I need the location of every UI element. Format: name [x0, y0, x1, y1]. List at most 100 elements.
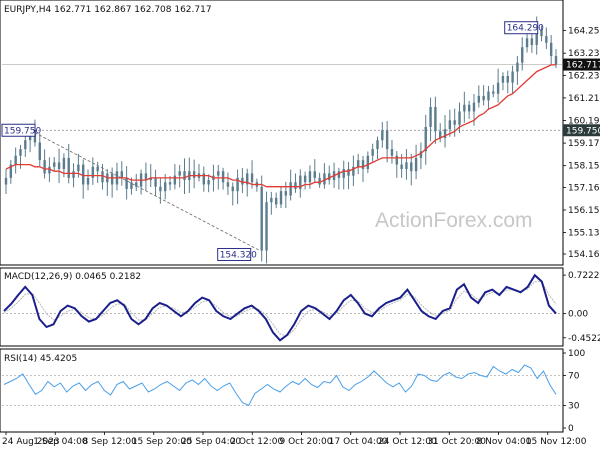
- candle-body: [516, 62, 519, 72]
- xtick-label: 24 Oct 12:00: [378, 437, 437, 447]
- candle: [424, 114, 427, 165]
- candle-body: [231, 186, 234, 192]
- candle-body: [318, 177, 321, 185]
- level-label-text: 159.750: [4, 126, 41, 136]
- rsi-ytick-label: 0: [568, 424, 574, 434]
- candle: [540, 25, 543, 42]
- xtick-label: 31 Oct 20:00: [427, 437, 486, 447]
- candle-body: [299, 175, 302, 189]
- candle-body: [356, 160, 360, 167]
- candle-body: [472, 102, 476, 112]
- candle: [149, 163, 152, 187]
- candle: [467, 100, 471, 119]
- candle: [270, 191, 273, 215]
- candle: [492, 84, 495, 98]
- rsi-ytick-label: 30: [568, 402, 580, 412]
- candle: [501, 72, 505, 91]
- candle-body: [453, 120, 456, 125]
- candle-body: [279, 191, 283, 205]
- candle: [463, 91, 466, 123]
- candle: [487, 85, 490, 110]
- candle: [347, 161, 350, 190]
- main-ytick-label: 158.150: [568, 162, 600, 172]
- candle: [366, 151, 370, 174]
- candle: [135, 173, 138, 192]
- candle-body: [77, 164, 80, 172]
- candle-body: [467, 104, 471, 112]
- candle: [328, 165, 331, 185]
- candle: [154, 169, 157, 196]
- candle: [434, 96, 437, 144]
- main-ytick-label: 156.150: [568, 206, 600, 216]
- candle: [419, 142, 423, 170]
- candle: [458, 102, 461, 133]
- candle-body: [525, 38, 529, 48]
- macd-ytick-label: -0.4522: [568, 334, 600, 344]
- candle: [110, 167, 114, 198]
- candle-body: [101, 171, 104, 183]
- low-label-text: 154.320: [220, 250, 257, 260]
- candle-body: [487, 91, 490, 101]
- candle-body: [511, 71, 514, 83]
- candle: [410, 153, 413, 186]
- candle-body: [144, 173, 148, 181]
- macd-panel: [0, 267, 564, 347]
- candle-body: [443, 129, 447, 138]
- candle-body: [424, 126, 427, 152]
- candle: [443, 115, 447, 148]
- candle: [390, 139, 394, 164]
- candle-body: [265, 202, 268, 251]
- candle: [231, 182, 234, 206]
- candle: [67, 144, 70, 184]
- candle: [274, 192, 278, 209]
- candle-body: [347, 169, 350, 176]
- candle-body: [405, 162, 408, 169]
- candle-body: [96, 166, 99, 172]
- candle-body: [323, 173, 326, 185]
- candle-body: [337, 171, 341, 178]
- candle-body: [14, 155, 17, 165]
- candle-body: [4, 177, 8, 185]
- candle-body: [130, 182, 133, 189]
- candle-body: [477, 95, 481, 103]
- candle: [183, 158, 186, 195]
- candle: [323, 163, 326, 189]
- main-layer: 164.290 154.320 159.750: [1, 16, 562, 264]
- candle-body: [91, 166, 95, 178]
- candle-body: [400, 164, 403, 169]
- candle: [38, 133, 41, 167]
- candle-body: [221, 171, 225, 183]
- xtick-label: 15 Sep 20:00: [132, 437, 192, 447]
- macd-ytick-label: 0.7222: [568, 271, 600, 281]
- xtick-label: 25 Sep 04:00: [181, 437, 241, 447]
- candle: [125, 166, 128, 200]
- candle-body: [260, 186, 263, 251]
- candle: [236, 169, 239, 205]
- main-header: EURJPY,H4 162.771 162.867 162.708 162.71…: [4, 5, 212, 15]
- candle: [371, 143, 374, 163]
- rsi-ytick-label: 70: [568, 372, 580, 382]
- xtick-label: 24 Aug 2023: [2, 437, 60, 447]
- candle-body: [492, 91, 495, 94]
- level-label-frame: [1, 123, 36, 137]
- candle-body: [62, 157, 66, 169]
- candle-body: [448, 120, 452, 130]
- candle: [511, 65, 514, 95]
- candle-body: [496, 82, 500, 94]
- candle: [299, 169, 302, 198]
- candle-body: [72, 171, 75, 178]
- macd-layer: [2, 273, 562, 342]
- candle: [57, 148, 61, 184]
- macd-header: MACD(12,26,9) 0.0465 0.2182: [4, 272, 141, 282]
- candle: [226, 172, 230, 195]
- candle-body: [48, 166, 51, 174]
- candle-body: [289, 182, 292, 196]
- candle-body: [458, 111, 461, 125]
- rsi-layer: [2, 364, 562, 407]
- candle-body: [236, 177, 239, 192]
- candle-body: [110, 173, 114, 185]
- candle-body: [19, 149, 22, 156]
- moving-average-line: [5, 64, 556, 188]
- candle-body: [540, 29, 543, 37]
- candle-body: [371, 149, 374, 156]
